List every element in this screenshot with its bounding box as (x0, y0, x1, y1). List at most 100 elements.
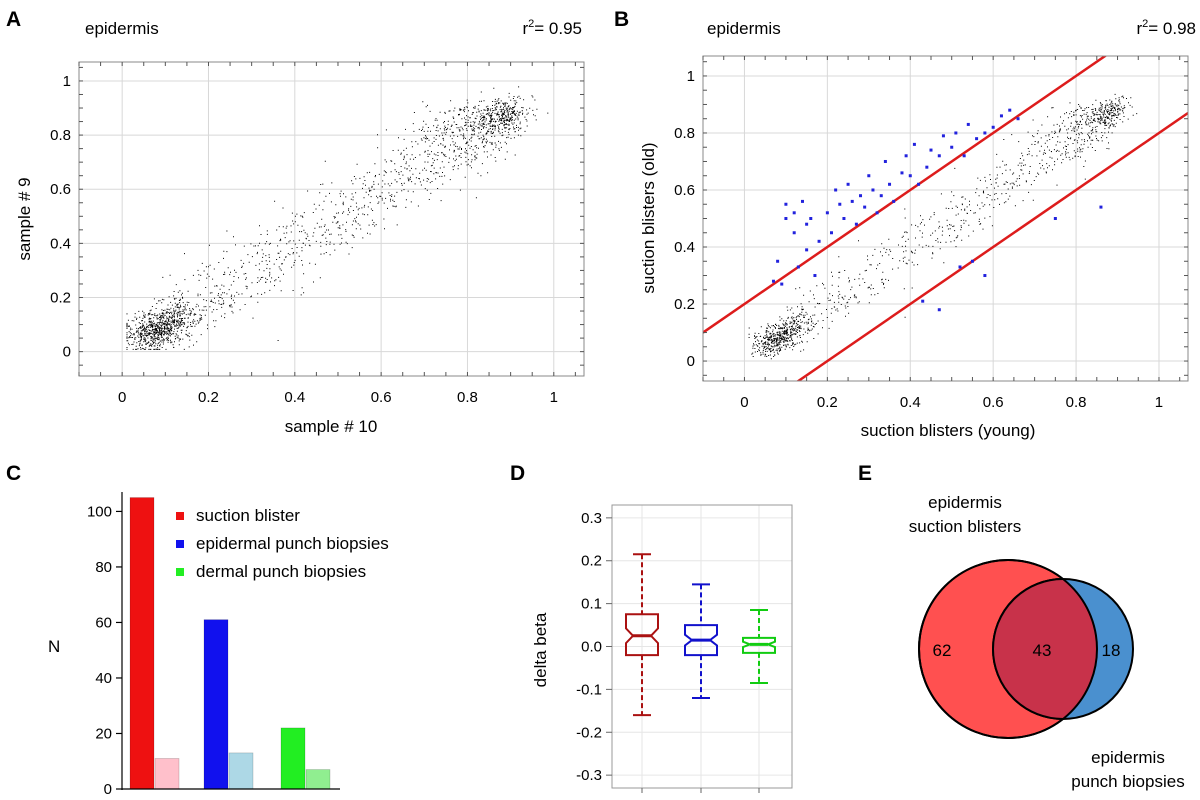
panel-c-ylabel: N (48, 637, 60, 656)
legend-swatch (176, 568, 184, 576)
y-tick-label: 0 (63, 344, 71, 361)
outlier-point (809, 217, 813, 220)
panel-e: E 62 43 18 epidermis suction blisters epiderm… (858, 462, 1185, 791)
panel-b: B epidermis r2= 0.98 0 0.2 0.4 0.6 0.8 100.20… (614, 8, 1196, 440)
panel-b-grid (703, 56, 1188, 381)
bar (154, 758, 180, 790)
panel-d-ylabel: delta beta (531, 612, 550, 687)
outlier-point (813, 274, 817, 278)
outlier-point (792, 231, 796, 235)
y-tick-label: 1 (687, 68, 695, 85)
outlier-point (796, 265, 800, 269)
y-tick-label: 0.3 (581, 510, 602, 527)
outlier-point (842, 217, 846, 220)
legend-label: epidermal punch biopsies (196, 534, 389, 553)
x-tick-label: 0.2 (817, 394, 838, 411)
outlier-point (834, 188, 838, 192)
panel-a-ticks: 0 0.2 0.4 0.6 0.8 1 0 0.2 0.4 0.6 0.8 1 (50, 62, 584, 406)
panel-c-ticks: 0 20 40 60 80 100 (87, 503, 122, 798)
y-tick-label: 1 (63, 73, 71, 90)
outlier-point (784, 217, 788, 220)
outlier-point (904, 154, 908, 158)
outlier-point (1016, 117, 1020, 121)
y-tick-label: -0.3 (576, 767, 602, 784)
y-tick-label: 0.2 (50, 290, 71, 307)
box (684, 624, 718, 657)
venn-label-punch-biopsies: epidermis (1091, 748, 1165, 767)
threshold-line (703, 56, 1108, 334)
outlier-point (958, 265, 962, 269)
scatter-points (748, 93, 1138, 360)
outlier-point (838, 202, 842, 206)
panel-d-boxes (625, 553, 776, 717)
x-tick-label: 0.8 (1066, 394, 1087, 411)
outlier-point (888, 182, 892, 186)
x-tick-label: 0 (740, 394, 748, 411)
outlier-point (784, 202, 788, 206)
box (625, 613, 659, 657)
y-tick-label: 0.6 (50, 181, 71, 198)
venn-label-suction-blisters: epidermis (928, 493, 1002, 512)
panel-d: D 0.3 0.2 0.1 0.0 -0.1 -0.2 -0.3 delta beta (510, 462, 793, 793)
panel-a-xlabel: sample # 10 (285, 417, 378, 436)
outlier-point (962, 154, 966, 158)
panel-b-r2: r2= 0.98 (1136, 18, 1196, 38)
outlier-point (941, 134, 945, 138)
outlier-point (850, 199, 854, 203)
bar (280, 727, 306, 790)
venn-outline (918, 559, 1098, 739)
outlier-point (921, 299, 925, 303)
venn-count-punch-only: 18 (1102, 641, 1121, 660)
panel-b-outliers (771, 108, 1103, 312)
panel-a-frame (78, 61, 585, 377)
panel-c-legend: suction blister epidermal punch biopsies d… (176, 506, 389, 581)
outlier-point (900, 171, 904, 175)
outlier-point (1099, 205, 1103, 209)
y-tick-label: 40 (95, 670, 112, 687)
outlier-point (908, 174, 912, 178)
bar (203, 619, 229, 790)
x-tick-label: 0 (118, 389, 126, 406)
legend-label: dermal punch biopsies (196, 562, 366, 581)
outlier-point (975, 137, 979, 141)
panel-letter-c: C (6, 462, 21, 485)
panel-b-threshold-lines (703, 56, 1188, 381)
y-tick-label: 100 (87, 503, 112, 520)
outlier-point (854, 222, 858, 226)
panel-b-xlabel: suction blisters (young) (861, 421, 1036, 440)
panel-d-ticks: 0.3 0.2 0.1 0.0 -0.1 -0.2 -0.3 (576, 510, 760, 793)
x-tick-label: 1 (1155, 394, 1163, 411)
venn-count-overlap: 43 (1033, 641, 1052, 660)
outlier-point (830, 231, 834, 235)
y-tick-label: 0.2 (581, 553, 602, 570)
outlier-point (892, 199, 896, 203)
outlier-point (983, 131, 987, 135)
panel-a-grid (79, 62, 584, 376)
panel-a: A epidermis r2= 0.95 0 0.2 0.4 0.6 0.8 100.20… (6, 8, 585, 436)
outlier-point (883, 159, 887, 163)
y-tick-label: 0.0 (581, 639, 602, 656)
outlier-point (991, 125, 995, 129)
y-tick-label: 0.4 (674, 239, 695, 256)
outlier-point (1008, 108, 1012, 112)
bar (228, 752, 254, 790)
y-tick-label: 0.6 (674, 182, 695, 199)
outlier-point (867, 174, 871, 178)
outlier-point (800, 199, 804, 203)
y-tick-label: -0.2 (576, 724, 602, 741)
outlier-point (776, 259, 780, 263)
panel-e-venn: 62 43 18 epidermis suction blisters epidermis… (909, 493, 1185, 791)
y-tick-label: 20 (95, 725, 112, 742)
threshold-line (796, 111, 1188, 381)
outlier-point (817, 239, 821, 243)
y-tick-label: 60 (95, 614, 112, 631)
panel-letter-b: B (614, 8, 629, 31)
x-tick-label: 0.2 (198, 389, 219, 406)
legend-swatch (176, 540, 184, 548)
outlier-point (970, 259, 974, 263)
box (742, 636, 776, 654)
panel-d-grid (612, 505, 792, 788)
y-tick-label: -0.1 (576, 681, 602, 698)
outlier-point (859, 194, 863, 198)
